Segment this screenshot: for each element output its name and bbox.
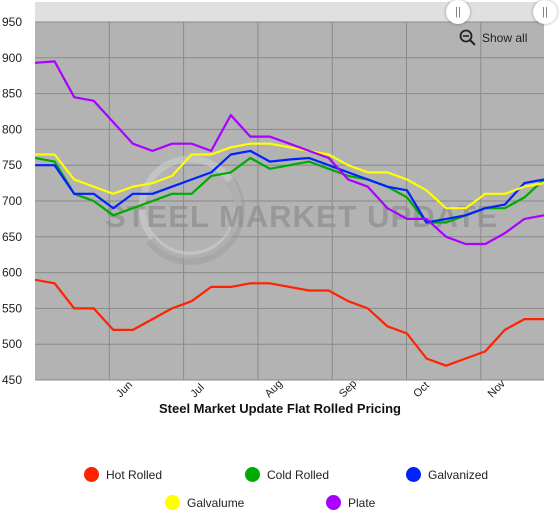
y-tick-label: 800	[2, 122, 22, 136]
series-lines	[35, 60, 544, 367]
watermark-text: STEEL MARKET UPDATE	[105, 199, 498, 234]
y-tick-label: 700	[2, 194, 22, 208]
x-tick-label: Jul	[188, 382, 206, 400]
watermark-logo: STEEL MARKET UPDATE	[105, 155, 498, 265]
y-tick-label: 450	[2, 373, 22, 387]
legend-item-cold-rolled[interactable]: Cold Rolled	[245, 467, 329, 482]
legend-swatch-cold-rolled	[245, 467, 260, 482]
legend-label-galvanized: Galvanized	[428, 467, 489, 482]
show-all-label: Show all	[482, 31, 528, 45]
legend-swatch-plate	[326, 495, 341, 510]
show-all-button[interactable]: Show all	[459, 29, 527, 47]
legend-label-galvalume: Galvalume	[187, 495, 245, 510]
legend-swatch-galvanized	[406, 467, 421, 482]
legend-swatch-hot-rolled	[84, 467, 99, 482]
handle-left-grip: ||	[455, 6, 461, 18]
chart-svg: STEEL MARKET UPDATE 450 500 550 600 650 700 75…	[2, 2, 544, 400]
y-tick-label: 900	[2, 51, 22, 65]
legend-item-plate[interactable]: Plate	[326, 495, 375, 510]
y-tick-label: 650	[2, 230, 22, 244]
x-tick-label: Jun	[114, 379, 135, 400]
legend-item-galvalume[interactable]: Galvalume	[165, 495, 244, 510]
legend-item-hot-rolled[interactable]: Hot Rolled	[84, 467, 162, 482]
series-line-hot-rolled[interactable]	[35, 278, 544, 367]
x-tick-label: Oct	[411, 380, 432, 400]
x-axis: Jun Jul Aug Sep Oct Nov	[114, 377, 508, 400]
series-line-cold-rolled[interactable]	[35, 156, 544, 224]
range-handle-left[interactable]: ||	[446, 0, 470, 24]
series-line-galvanized[interactable]	[35, 149, 544, 224]
legend-label-plate: Plate	[348, 495, 376, 510]
y-tick-label: 950	[2, 15, 22, 29]
x-tick-label: Aug	[263, 378, 285, 400]
chart-title: Steel Market Update Flat Rolled Pricing	[159, 401, 401, 416]
y-tick-label: 500	[2, 337, 22, 351]
legend-label-cold-rolled: Cold Rolled	[267, 467, 330, 482]
y-tick-label: 850	[2, 87, 22, 101]
legend-label-hot-rolled: Hot Rolled	[106, 467, 163, 482]
series-line-plate[interactable]	[35, 60, 544, 246]
range-handle-right[interactable]: ||	[533, 0, 557, 24]
x-tick-label: Sep	[337, 378, 359, 400]
handle-right-grip: ||	[542, 6, 548, 18]
legend-item-galvanized[interactable]: Galvanized	[406, 467, 488, 482]
y-axis: 450 500 550 600 650 700 750 800 850 900 950	[2, 15, 22, 387]
navigator-strip[interactable]	[35, 2, 544, 22]
zoom-out-icon	[459, 29, 476, 46]
y-tick-label: 600	[2, 266, 22, 280]
y-tick-label: 750	[2, 158, 22, 172]
y-tick-label: 550	[2, 301, 22, 315]
legend-swatch-galvalume	[165, 495, 180, 510]
x-tick-label: Nov	[486, 377, 509, 400]
series-line-galvalume[interactable]	[35, 142, 544, 210]
